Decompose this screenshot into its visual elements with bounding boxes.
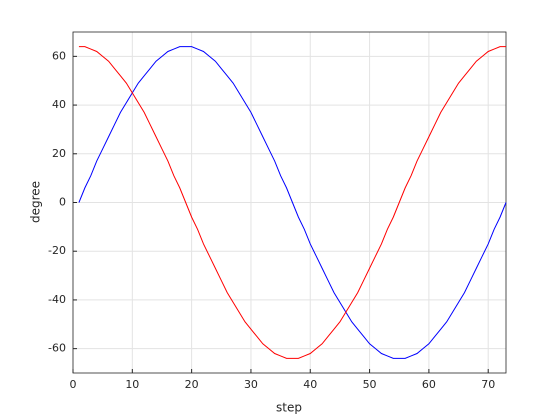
x-tick-label: 0 (70, 378, 77, 391)
y-tick-label: 40 (52, 98, 66, 111)
y-tick-label: 60 (52, 49, 66, 62)
x-tick-label: 20 (185, 378, 199, 391)
y-tick-label: 20 (52, 147, 66, 160)
x-tick-label: 60 (422, 378, 436, 391)
x-tick-label: 30 (244, 378, 258, 391)
line-series (78, 46, 506, 359)
x-tick-label: 10 (125, 378, 139, 391)
x-tick-label: 40 (303, 378, 317, 391)
y-tick-label: -40 (48, 293, 66, 306)
y-tick-label: 0 (59, 196, 66, 209)
y-axis-label: degree (29, 181, 43, 223)
x-tick-label: 50 (363, 378, 377, 391)
line-series (78, 46, 507, 359)
y-tick-label: -20 (48, 244, 66, 257)
x-tick-label: 70 (481, 378, 495, 391)
y-tick-label: -60 (48, 342, 66, 355)
x-axis-label: step (276, 401, 302, 415)
